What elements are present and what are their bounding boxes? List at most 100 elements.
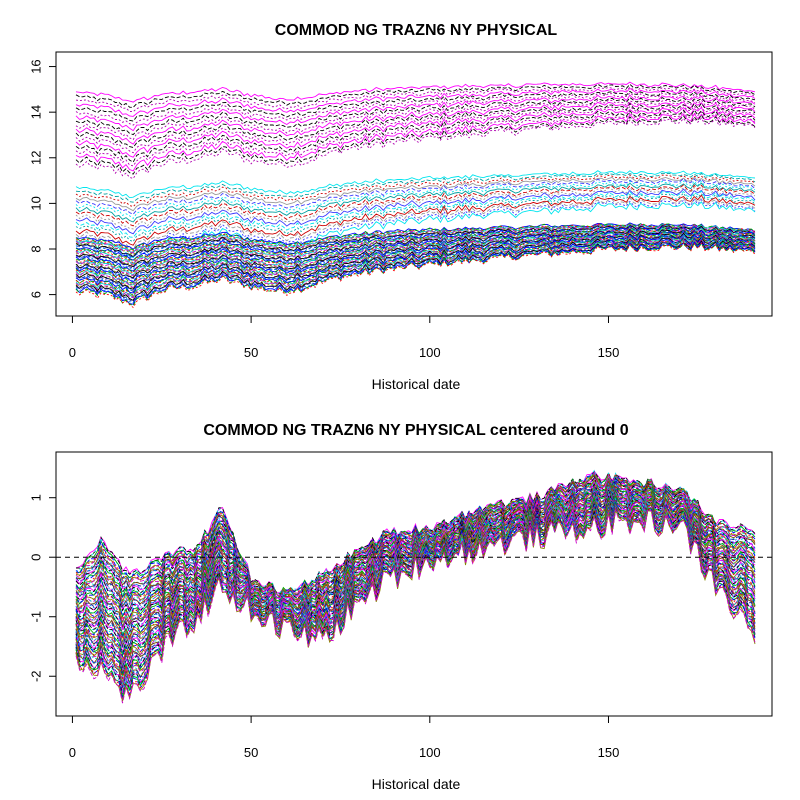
chart-top-series-line [75, 92, 756, 126]
chart-top-y-tick-label: 14 [29, 105, 44, 119]
chart-bottom-series-line [75, 495, 756, 656]
chart-bottom-series-line [75, 506, 756, 691]
chart-top-series-line [75, 117, 756, 180]
chart-bottom-y-tick-label: -1 [29, 611, 44, 623]
chart-top-series-line [75, 102, 756, 149]
chart-top-series-line [75, 238, 756, 297]
chart-top-y-tick-label: 8 [29, 245, 44, 252]
chart-top-series-line [75, 226, 756, 261]
chart-top-series-line [75, 86, 756, 113]
chart-bottom-series-line [75, 485, 756, 618]
chart-top-x-tick-label: 0 [69, 345, 76, 360]
chart-top-series-line [75, 114, 756, 175]
chart-top-series-line [75, 223, 756, 250]
chart-top: COMMOD NG TRAZN6 NY PHYSICAL 0 50 100 150 6… [29, 22, 773, 392]
chart-bottom-x-axis: 0 50 100 150 [69, 715, 620, 760]
chart-bottom-series-line [75, 491, 756, 646]
chart-top-series-line [75, 109, 756, 163]
chart-top-y-tick-label: 6 [29, 291, 44, 298]
chart-top-series-line [75, 170, 756, 199]
chart-top-series-line [75, 223, 756, 254]
chart-top-series-line [75, 110, 756, 167]
chart-top-series-line [75, 99, 756, 141]
chart-top-series-line [75, 240, 756, 303]
chart-bottom-series-line [75, 498, 756, 662]
chart-bottom-series [75, 469, 756, 704]
chart-bottom-y-tick-label: 1 [29, 494, 44, 501]
chart-top-series-line [75, 184, 756, 227]
chart-bottom-x-tick-label: 150 [598, 745, 620, 760]
chart-top-series-line [75, 104, 756, 154]
chart-top-series-line [75, 240, 756, 301]
chart-top-series-line [75, 233, 756, 282]
chart-top-y-tick-label: 12 [29, 151, 44, 165]
chart-bottom-x-tick-label: 0 [69, 745, 76, 760]
chart-top-series-line [75, 228, 756, 266]
chart-top-y-axis: 6 8 10 12 14 16 [29, 59, 57, 298]
chart-top-series-line [75, 90, 756, 122]
chart-bottom-series-line [75, 490, 756, 637]
chart-top-x-tick-label: 150 [598, 345, 620, 360]
chart-top-series-line [75, 242, 756, 309]
chart-top-series-line [75, 238, 756, 294]
chart-top-series-line [75, 178, 756, 215]
chart-top-series-line [75, 194, 756, 246]
chart-bottom-series-line [75, 500, 756, 671]
chart-top-x-label: Historical date [372, 376, 461, 392]
chart-top-series-line [75, 201, 756, 259]
chart-top-series-line [75, 172, 756, 203]
chart-top-series-line [75, 231, 756, 273]
chart-top-series-line [75, 87, 756, 117]
chart-bottom-x-label: Historical date [372, 776, 461, 792]
chart-bottom-x-tick-label: 50 [244, 745, 258, 760]
chart-top-series-line [75, 180, 756, 220]
chart-top-series-line [75, 176, 756, 212]
chart-top-series-line [75, 101, 756, 145]
chart-top-series-line [75, 113, 756, 172]
chart-top-series-line [75, 106, 756, 158]
chart-bottom-series-line [75, 497, 756, 667]
chart-top-series [75, 81, 756, 309]
chart-top-series-line [75, 236, 756, 293]
chart-top-y-tick-label: 16 [29, 59, 44, 73]
chart-bottom-y-axis: -2 -1 0 1 [29, 494, 57, 682]
chart-bottom: COMMOD NG TRAZN6 NY PHYSICAL centered ar… [29, 422, 773, 792]
chart-bottom-series-line [75, 491, 756, 648]
chart-top-x-axis: 0 50 100 150 [69, 315, 620, 360]
chart-top-series-line [75, 242, 756, 307]
chart-bottom-series-line [75, 485, 756, 627]
chart-top-series-line [75, 197, 756, 251]
chart-top-series-line [75, 232, 756, 279]
chart-top-series-line [75, 81, 756, 103]
chart-top-series-line [75, 198, 756, 254]
chart-bottom-series-line [75, 471, 756, 597]
chart-top-series-line [75, 226, 756, 264]
chart-bottom-series-line [75, 475, 756, 601]
chart-top-series-line [75, 230, 756, 274]
chart-top-series-line [75, 223, 756, 252]
chart-top-x-tick-label: 100 [419, 345, 441, 360]
chart-top-series-line [75, 241, 756, 305]
chart-bottom-series-line [75, 506, 756, 696]
chart-top-series-line [75, 228, 756, 267]
chart-bottom-title: COMMOD NG TRAZN6 NY PHYSICAL centered ar… [203, 422, 628, 439]
chart-top-series-line [75, 83, 756, 108]
chart-bottom-series-line [75, 500, 756, 674]
chart-top-series-line [75, 190, 756, 238]
chart-top-title: COMMOD NG TRAZN6 NY PHYSICAL [275, 22, 558, 39]
chart-top-series-line [75, 238, 756, 296]
chart-bottom-x-tick-label: 100 [419, 745, 441, 760]
chart-top-series-line [75, 225, 756, 258]
chart-top-series-line [75, 239, 756, 299]
chart-top-series-line [75, 96, 756, 136]
chart-bottom-series-line [75, 508, 756, 704]
chart-bottom-series-line [75, 501, 756, 677]
chart-bottom-series-line [75, 492, 756, 644]
chart-top-series-line [75, 192, 756, 243]
chart-bottom-y-tick-label: 0 [29, 554, 44, 561]
chart-top-series-line [75, 224, 756, 256]
chart-top-series-line [75, 228, 756, 268]
chart-bottom-series-line [75, 478, 756, 605]
chart-bottom-series-line [75, 476, 756, 603]
